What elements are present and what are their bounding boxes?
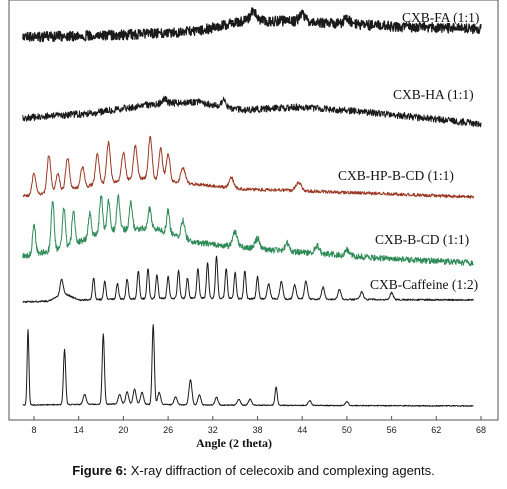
x-tick-label: 20	[118, 425, 128, 435]
series-label-cxb-fa: CXB-FA (1:1)	[402, 10, 479, 25]
figure-number: Figure 6:	[72, 463, 128, 478]
figure-caption: Figure 6: X-ray diffraction of celecoxib…	[0, 463, 507, 478]
series-label-cxb-hp-b-cd: CXB-HP-B-CD (1:1)	[338, 168, 454, 183]
series-traces	[22, 7, 482, 407]
x-tick-label: 38	[252, 425, 262, 435]
series-label-cxb-ha: CXB-HA (1:1)	[393, 87, 474, 102]
x-axis-title: Angle (2 theta)	[196, 436, 272, 450]
x-tick-label: 56	[387, 425, 397, 435]
x-tick-label: 14	[74, 425, 84, 435]
series-line-5	[22, 255, 474, 304]
x-tick-label: 44	[297, 425, 307, 435]
xrd-chart: CXB-FA (1:1) CXB-HA (1:1) CXB-HP-B-CD (1…	[8, 0, 499, 450]
x-axis: 8 14 20 26 32 38 44 50 56 62 68	[31, 416, 486, 435]
series-label-cxb-caffeine: CXB-Caffeine (1:2)	[370, 277, 478, 292]
series-line-1	[22, 7, 482, 43]
x-tick-label: 62	[431, 425, 441, 435]
series-labels: CXB-FA (1:1) CXB-HA (1:1) CXB-HP-B-CD (1…	[338, 10, 479, 292]
series-label-cxb-b-cd: CXB-B-CD (1:1)	[375, 232, 469, 247]
plot-frame	[8, 0, 499, 421]
x-tick-label: 32	[208, 425, 218, 435]
series-line-3	[22, 135, 475, 199]
figure-caption-text: X-ray diffraction of celecoxib and compl…	[130, 463, 435, 478]
series-line-4	[22, 194, 474, 267]
series-line-2	[22, 95, 482, 128]
x-tick-label: 50	[342, 425, 352, 435]
x-tick-label: 8	[31, 425, 36, 435]
x-tick-label: 68	[476, 425, 486, 435]
series-line-6	[22, 324, 474, 407]
x-tick-label: 26	[163, 425, 173, 435]
